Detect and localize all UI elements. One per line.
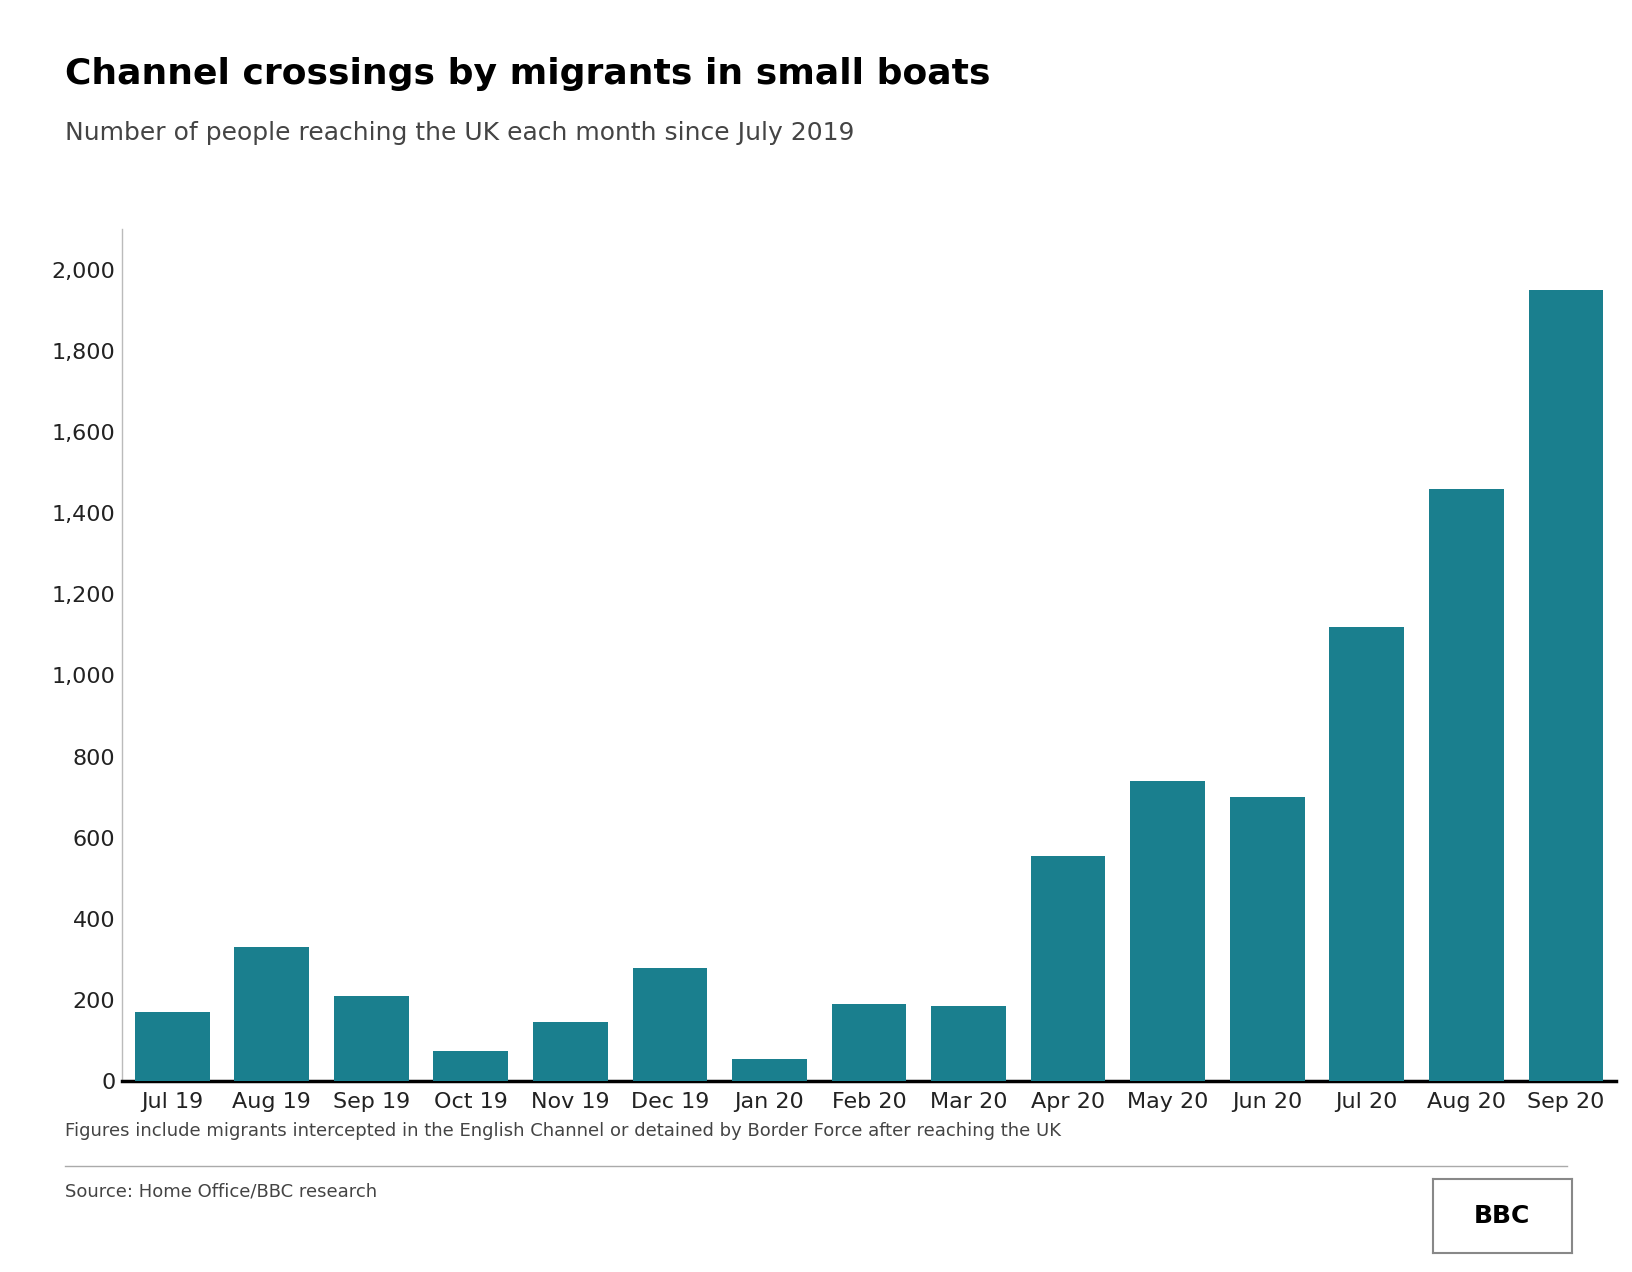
Bar bbox=[1330, 627, 1404, 1081]
Bar bbox=[1430, 488, 1503, 1081]
Bar bbox=[932, 1006, 1005, 1081]
Bar bbox=[733, 1058, 806, 1081]
Bar bbox=[1131, 781, 1204, 1081]
Bar bbox=[335, 996, 408, 1081]
Text: Source: Home Office/BBC research: Source: Home Office/BBC research bbox=[65, 1183, 377, 1201]
Bar bbox=[1529, 290, 1603, 1081]
Bar bbox=[1231, 798, 1304, 1081]
Bar bbox=[1031, 856, 1105, 1081]
Text: BBC: BBC bbox=[1474, 1205, 1531, 1227]
Bar bbox=[434, 1051, 508, 1081]
Bar bbox=[135, 1013, 209, 1081]
Text: Number of people reaching the UK each month since July 2019: Number of people reaching the UK each mo… bbox=[65, 121, 855, 145]
Bar bbox=[235, 948, 308, 1081]
Bar bbox=[534, 1023, 607, 1081]
Text: Figures include migrants intercepted in the English Channel or detained by Borde: Figures include migrants intercepted in … bbox=[65, 1122, 1061, 1140]
Bar bbox=[633, 968, 707, 1081]
Text: Channel crossings by migrants in small boats: Channel crossings by migrants in small b… bbox=[65, 57, 991, 92]
Bar bbox=[832, 1004, 906, 1081]
